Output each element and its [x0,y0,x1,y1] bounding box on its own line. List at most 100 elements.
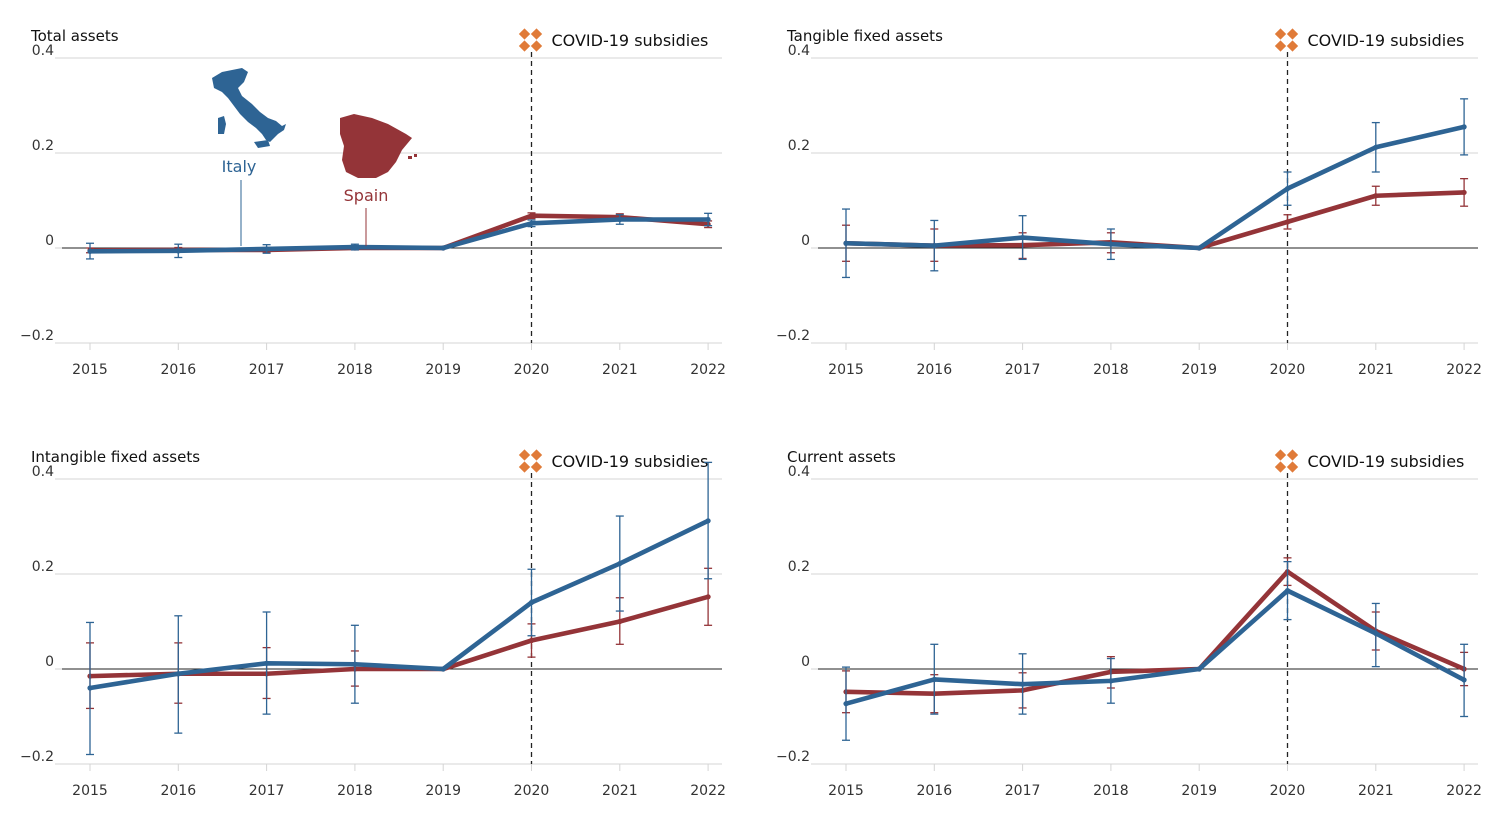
balearic-shape [408,156,412,159]
italy-series-line [87,217,711,254]
y-tick-label: 0.2 [788,559,810,575]
italy-data-point [87,248,93,254]
spain-label: Spain [344,186,389,205]
spain-map-icon [340,114,417,178]
covid-icon-diamond [530,40,543,52]
covid-icon-diamond [518,461,531,473]
covid-icon-diamond [1274,28,1287,40]
italy-data-point [705,216,711,223]
covid-icon-diamond [1274,461,1287,473]
italy-data-point [843,240,849,246]
x-tick-label: 2015 [72,362,108,378]
x-tick-label: 2015 [72,783,108,799]
covid-icon-diamond [518,28,531,40]
italy-data-point [1020,234,1026,241]
italy-data-point [87,685,93,691]
covid-annotation-label: COVID-19 subsidies [552,31,709,50]
italy-data-point [440,666,446,672]
italy-data-point [1373,144,1379,150]
italy-data-point [617,216,623,223]
x-tick-label: 2020 [514,783,550,799]
panel-2: 0.4 0.2 0 −0.2 Intangible fixed assets 2015 20… [20,448,726,799]
spain-data-point [528,637,535,644]
italy-data-point [1196,666,1202,672]
covid-icon-diamond [518,449,531,461]
italy-data-point [528,599,535,606]
italy-data-point [1373,630,1379,636]
italy-series-line [843,588,1467,706]
y-tick-label: 0 [801,654,810,670]
y-tick-label: −0.2 [20,328,54,344]
x-tick-label: 2017 [249,362,285,378]
covid-icon-diamond [1286,28,1299,40]
y-tick-label: 0.2 [32,138,54,154]
x-tick-label: 2016 [916,362,952,378]
italy-data-point [1020,681,1026,687]
italy-data-point [264,660,270,666]
x-tick-label: 2022 [1446,362,1482,378]
covid-subsidies-icon [518,28,543,52]
italy-data-point [705,518,711,524]
x-tick-label: 2018 [337,783,373,799]
y-tick-label: −0.2 [776,328,810,344]
covid-icon-diamond [1274,449,1287,461]
x-tick-label: 2019 [425,783,461,799]
panel-1: 0.4 0.2 0 −0.2 Tangible fixed assets 2015 2016… [776,27,1482,378]
covid-icon-diamond [1286,449,1299,461]
balearic-shape [414,154,417,157]
italy-mainland-shape [212,68,286,142]
x-tick-label: 2017 [1005,362,1041,378]
x-tick-label: 2018 [1093,783,1129,799]
y-tick-label: 0.4 [788,43,810,59]
y-tick-label: 0 [45,654,54,670]
panel-title: Total assets [30,27,119,45]
y-tick-label: −0.2 [776,749,810,765]
covid-subsidies-icon [1274,449,1299,473]
x-tick-label: 2021 [1358,362,1394,378]
italy-data-point [1461,677,1467,683]
covid-subsidies-icon [518,449,543,473]
italy-series-line [843,124,1467,251]
covid-icon-diamond [518,40,531,52]
panel-title: Current assets [787,448,896,466]
italy-data-point [352,244,358,250]
panel-title: Tangible fixed assets [786,27,943,45]
italy-data-point [175,671,181,677]
covid-annotation-label: COVID-19 subsidies [1308,452,1465,471]
y-tick-label: 0.4 [788,464,810,480]
panel-0: 0.4 0.2 0 −0.2 Total assets 2015 2016 2017 2018 2… [20,27,726,378]
y-tick-label: 0.4 [32,43,54,59]
y-tick-label: 0.2 [788,138,810,154]
italy-series-line [87,518,711,691]
italy-data-point [175,248,181,254]
y-tick-label: 0.4 [32,464,54,480]
x-tick-label: 2016 [160,783,196,799]
x-tick-label: 2017 [1005,783,1041,799]
italy-data-point [1284,588,1291,594]
spain-series-line [843,569,1467,697]
italy-data-point [1108,678,1114,684]
italy-data-point [1108,241,1114,247]
covid-icon-diamond [1274,40,1287,52]
x-tick-label: 2021 [602,362,638,378]
x-tick-label: 2022 [1446,783,1482,799]
spain-data-point [528,213,535,219]
x-tick-label: 2015 [828,783,864,799]
y-tick-label: 0.2 [32,559,54,575]
x-tick-label: 2016 [916,783,952,799]
italy-data-point [1196,245,1202,251]
x-tick-label: 2015 [828,362,864,378]
y-tick-label: −0.2 [20,749,54,765]
x-tick-label: 2020 [514,362,550,378]
spain-data-point [705,594,711,600]
y-tick-label: 0 [45,233,54,249]
spain-data-point [1373,193,1379,199]
italy-data-point [931,243,937,249]
covid-icon-diamond [530,28,543,40]
covid-icon-diamond [530,461,543,473]
spain-series-line [843,190,1467,251]
x-tick-label: 2019 [1181,362,1217,378]
spain-series-line [87,594,711,679]
italy-data-point [1284,186,1291,192]
